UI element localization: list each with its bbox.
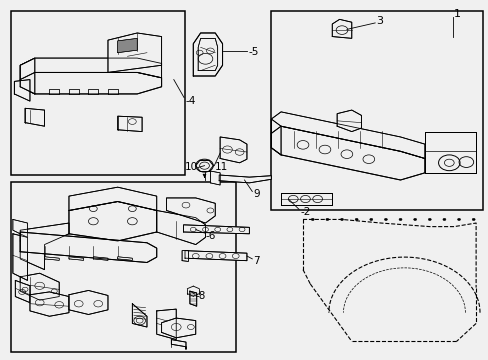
Polygon shape	[20, 232, 157, 262]
Polygon shape	[93, 257, 108, 260]
Circle shape	[427, 219, 430, 221]
Text: 7: 7	[253, 256, 259, 266]
Polygon shape	[14, 80, 30, 101]
Polygon shape	[210, 171, 220, 185]
Polygon shape	[189, 291, 196, 306]
Polygon shape	[20, 223, 69, 270]
Polygon shape	[20, 58, 35, 94]
Text: 1: 1	[453, 9, 460, 19]
Polygon shape	[20, 273, 59, 300]
Polygon shape	[15, 280, 30, 303]
Polygon shape	[331, 19, 351, 39]
Bar	[11, 182, 235, 352]
Polygon shape	[20, 72, 161, 94]
Polygon shape	[132, 304, 147, 327]
Polygon shape	[157, 309, 176, 339]
Polygon shape	[161, 318, 195, 338]
Polygon shape	[108, 89, 118, 94]
Polygon shape	[157, 211, 205, 244]
Text: 3: 3	[375, 17, 383, 27]
Circle shape	[471, 219, 474, 221]
Bar	[271, 12, 483, 211]
Polygon shape	[193, 33, 222, 76]
Polygon shape	[336, 110, 361, 132]
Circle shape	[311, 219, 314, 221]
Circle shape	[354, 219, 357, 221]
Polygon shape	[198, 39, 217, 71]
Circle shape	[325, 219, 328, 221]
Text: 10: 10	[184, 162, 198, 172]
Polygon shape	[88, 89, 98, 94]
Text: 11: 11	[215, 162, 228, 172]
Polygon shape	[281, 193, 331, 205]
Polygon shape	[184, 251, 246, 261]
Polygon shape	[13, 220, 27, 237]
Polygon shape	[271, 126, 424, 180]
Polygon shape	[20, 58, 161, 80]
Polygon shape	[219, 175, 271, 183]
Bar	[11, 12, 184, 175]
Polygon shape	[44, 257, 59, 260]
Text: -6: -6	[205, 231, 215, 240]
Text: -8: -8	[195, 291, 206, 301]
Polygon shape	[25, 108, 44, 126]
Polygon shape	[271, 112, 424, 158]
Polygon shape	[13, 234, 27, 280]
Polygon shape	[171, 339, 185, 349]
Polygon shape	[166, 198, 215, 223]
Circle shape	[340, 219, 343, 221]
Circle shape	[413, 219, 416, 221]
Circle shape	[369, 219, 372, 221]
Polygon shape	[118, 116, 142, 132]
Polygon shape	[108, 33, 161, 72]
Polygon shape	[69, 202, 157, 241]
Polygon shape	[271, 119, 281, 155]
Polygon shape	[118, 257, 132, 260]
Circle shape	[457, 219, 460, 221]
Text: 9: 9	[253, 189, 259, 199]
Polygon shape	[30, 292, 69, 316]
Polygon shape	[183, 225, 249, 234]
Circle shape	[442, 219, 445, 221]
Polygon shape	[424, 132, 475, 173]
Text: -2: -2	[300, 207, 310, 217]
Circle shape	[398, 219, 401, 221]
Text: -5: -5	[248, 46, 258, 57]
Circle shape	[384, 219, 386, 221]
Polygon shape	[49, 89, 59, 94]
Polygon shape	[69, 257, 83, 260]
Polygon shape	[69, 89, 79, 94]
Text: -4: -4	[184, 96, 195, 106]
Polygon shape	[118, 39, 137, 53]
Polygon shape	[220, 137, 246, 163]
Polygon shape	[69, 187, 157, 211]
Polygon shape	[182, 251, 188, 261]
Polygon shape	[69, 291, 108, 315]
